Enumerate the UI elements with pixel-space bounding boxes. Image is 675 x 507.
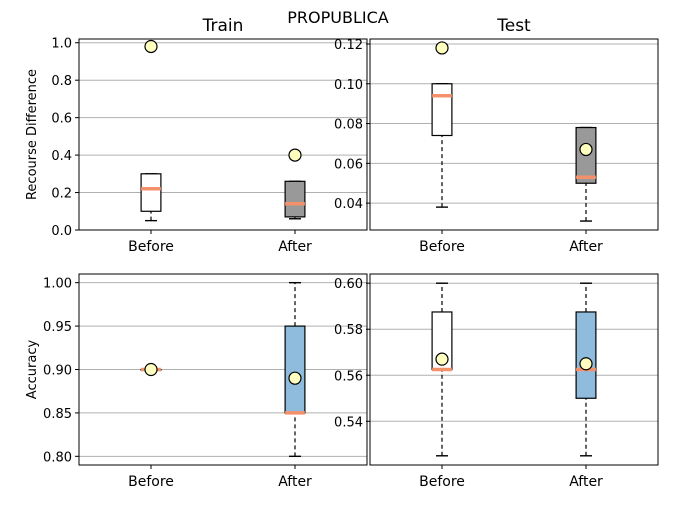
y-tick-label: 0.56 <box>334 369 363 384</box>
panel-title: Train <box>202 16 244 36</box>
box-before <box>431 282 453 457</box>
box-after <box>575 126 597 222</box>
y-tick-label: 0.12 <box>334 38 363 53</box>
y-axis-label: Recourse Difference <box>25 69 40 200</box>
y-tick-label: 0.85 <box>43 407 72 422</box>
y-tick-label: 1.00 <box>43 277 72 292</box>
box-body <box>140 173 162 212</box>
axes-frame <box>369 273 659 466</box>
panel-bottom-left: 0.80 0.85 0.90 0.95 1.00 Before After Accuracy <box>25 273 368 490</box>
mean-marker <box>435 41 449 55</box>
y-tick-label: 0.8 <box>51 74 72 89</box>
mean-marker <box>435 352 449 366</box>
mean-marker <box>144 39 158 54</box>
x-tick-label: Before <box>419 474 465 490</box>
x-tick-label: Before <box>128 239 174 255</box>
y-tick-label: 0.90 <box>43 364 72 379</box>
x-tick-label: Before <box>128 474 174 490</box>
box-before <box>140 362 162 377</box>
box-body <box>284 325 306 414</box>
figure-title: PROPUBLICA <box>287 8 389 27</box>
box-body <box>431 83 453 137</box>
panel-top-right: 0.04 0.06 0.08 0.10 0.12 Before After Test <box>334 16 659 255</box>
panel-title: Test <box>496 16 531 36</box>
y-tick-label: 0.08 <box>334 118 363 133</box>
box-body <box>575 311 597 399</box>
y-tick-label: 0.58 <box>334 323 363 338</box>
y-tick-label: 0.0 <box>51 224 72 239</box>
y-tick-label: 0.04 <box>334 197 363 212</box>
y-axis-label: Accuracy <box>25 340 40 400</box>
y-tick-label: 0.80 <box>43 450 72 465</box>
mean-marker <box>579 142 593 157</box>
y-tick-label: 0.54 <box>334 415 363 430</box>
box-body <box>284 180 306 218</box>
box-after <box>284 148 306 220</box>
box-before <box>431 41 453 208</box>
x-tick-label: After <box>278 239 312 255</box>
x-tick-label: Before <box>419 239 465 255</box>
panel-top-left: 0.0 0.2 0.4 0.6 0.8 1.0 Before After Train Recour… <box>25 16 368 255</box>
mean-marker <box>144 362 158 377</box>
x-tick-label: After <box>569 474 603 490</box>
mean-marker <box>579 357 593 371</box>
y-tick-label: 0.60 <box>334 277 363 292</box>
y-tick-label: 0.6 <box>51 112 72 127</box>
y-tick-label: 0.10 <box>334 78 363 93</box>
axes-frame <box>78 38 368 231</box>
y-tick-label: 0.2 <box>51 187 72 202</box>
axes-frame <box>78 273 368 466</box>
box-after <box>284 281 306 458</box>
y-tick-label: 0.4 <box>51 149 72 164</box>
box-after <box>575 282 597 457</box>
mean-marker <box>288 148 302 162</box>
y-tick-label: 1.0 <box>51 37 72 52</box>
y-tick-label: 0.95 <box>43 320 72 335</box>
panel-bottom-right: 0.54 0.56 0.58 0.60 Before After <box>334 273 659 490</box>
box-before <box>140 39 162 222</box>
y-tick-label: 0.06 <box>334 157 363 172</box>
x-tick-label: After <box>569 239 603 255</box>
axes-frame <box>369 38 659 231</box>
mean-marker <box>288 371 302 385</box>
x-tick-label: After <box>278 474 312 490</box>
